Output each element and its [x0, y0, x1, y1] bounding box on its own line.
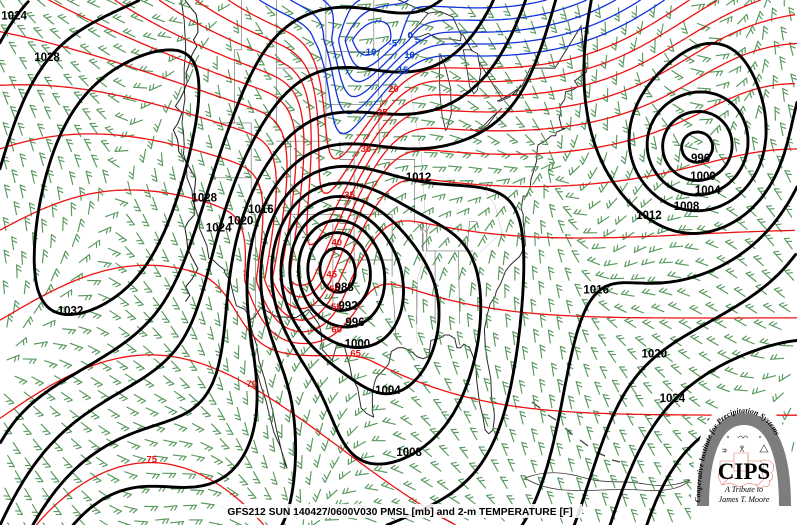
svg-text:15: 15: [398, 65, 409, 76]
svg-text:1016: 1016: [248, 204, 274, 216]
svg-text:1004: 1004: [375, 385, 401, 397]
svg-text:70: 70: [246, 379, 257, 390]
svg-text:40: 40: [332, 237, 343, 248]
svg-text:James T. Moore: James T. Moore: [719, 495, 770, 504]
svg-text:10: 10: [404, 50, 415, 61]
svg-text:75: 75: [147, 455, 158, 466]
svg-text:-10: -10: [363, 47, 377, 58]
svg-text:996: 996: [691, 153, 710, 165]
svg-text:1012: 1012: [406, 172, 432, 184]
svg-text:1008: 1008: [674, 201, 700, 213]
svg-text:CIPS: CIPS: [718, 459, 770, 484]
svg-text:1024: 1024: [1, 10, 27, 22]
svg-text:1020: 1020: [642, 349, 668, 361]
svg-text:25: 25: [377, 108, 388, 119]
svg-text:1028: 1028: [34, 52, 60, 64]
svg-text:60: 60: [331, 324, 342, 335]
svg-text:1012: 1012: [636, 210, 662, 222]
svg-text:1024: 1024: [206, 223, 232, 235]
svg-text:1000: 1000: [345, 339, 371, 351]
svg-text:1028: 1028: [192, 193, 218, 205]
svg-text:5: 5: [415, 35, 421, 46]
svg-text:1016: 1016: [583, 284, 609, 296]
svg-text:1020: 1020: [228, 216, 254, 228]
svg-text:30: 30: [361, 144, 372, 155]
svg-text:1000: 1000: [690, 171, 716, 183]
svg-text:20: 20: [388, 84, 399, 95]
svg-text:GFS212 SUN 140427/0600V030 PM: GFS212 SUN 140427/0600V030 PMSL [mb] and…: [227, 507, 572, 518]
svg-text:996: 996: [345, 317, 364, 329]
svg-text:1008: 1008: [396, 447, 422, 459]
svg-text:45: 45: [326, 270, 337, 281]
svg-text:1004: 1004: [695, 185, 721, 197]
svg-text:A Tribute to: A Tribute to: [724, 485, 763, 494]
svg-text:992: 992: [338, 301, 357, 313]
svg-text:1032: 1032: [58, 306, 84, 318]
svg-text:35: 35: [344, 190, 355, 201]
svg-text:1024: 1024: [660, 393, 686, 405]
svg-text:988: 988: [335, 282, 355, 294]
svg-text:-5: -5: [389, 39, 398, 50]
svg-text:0: 0: [407, 31, 412, 42]
